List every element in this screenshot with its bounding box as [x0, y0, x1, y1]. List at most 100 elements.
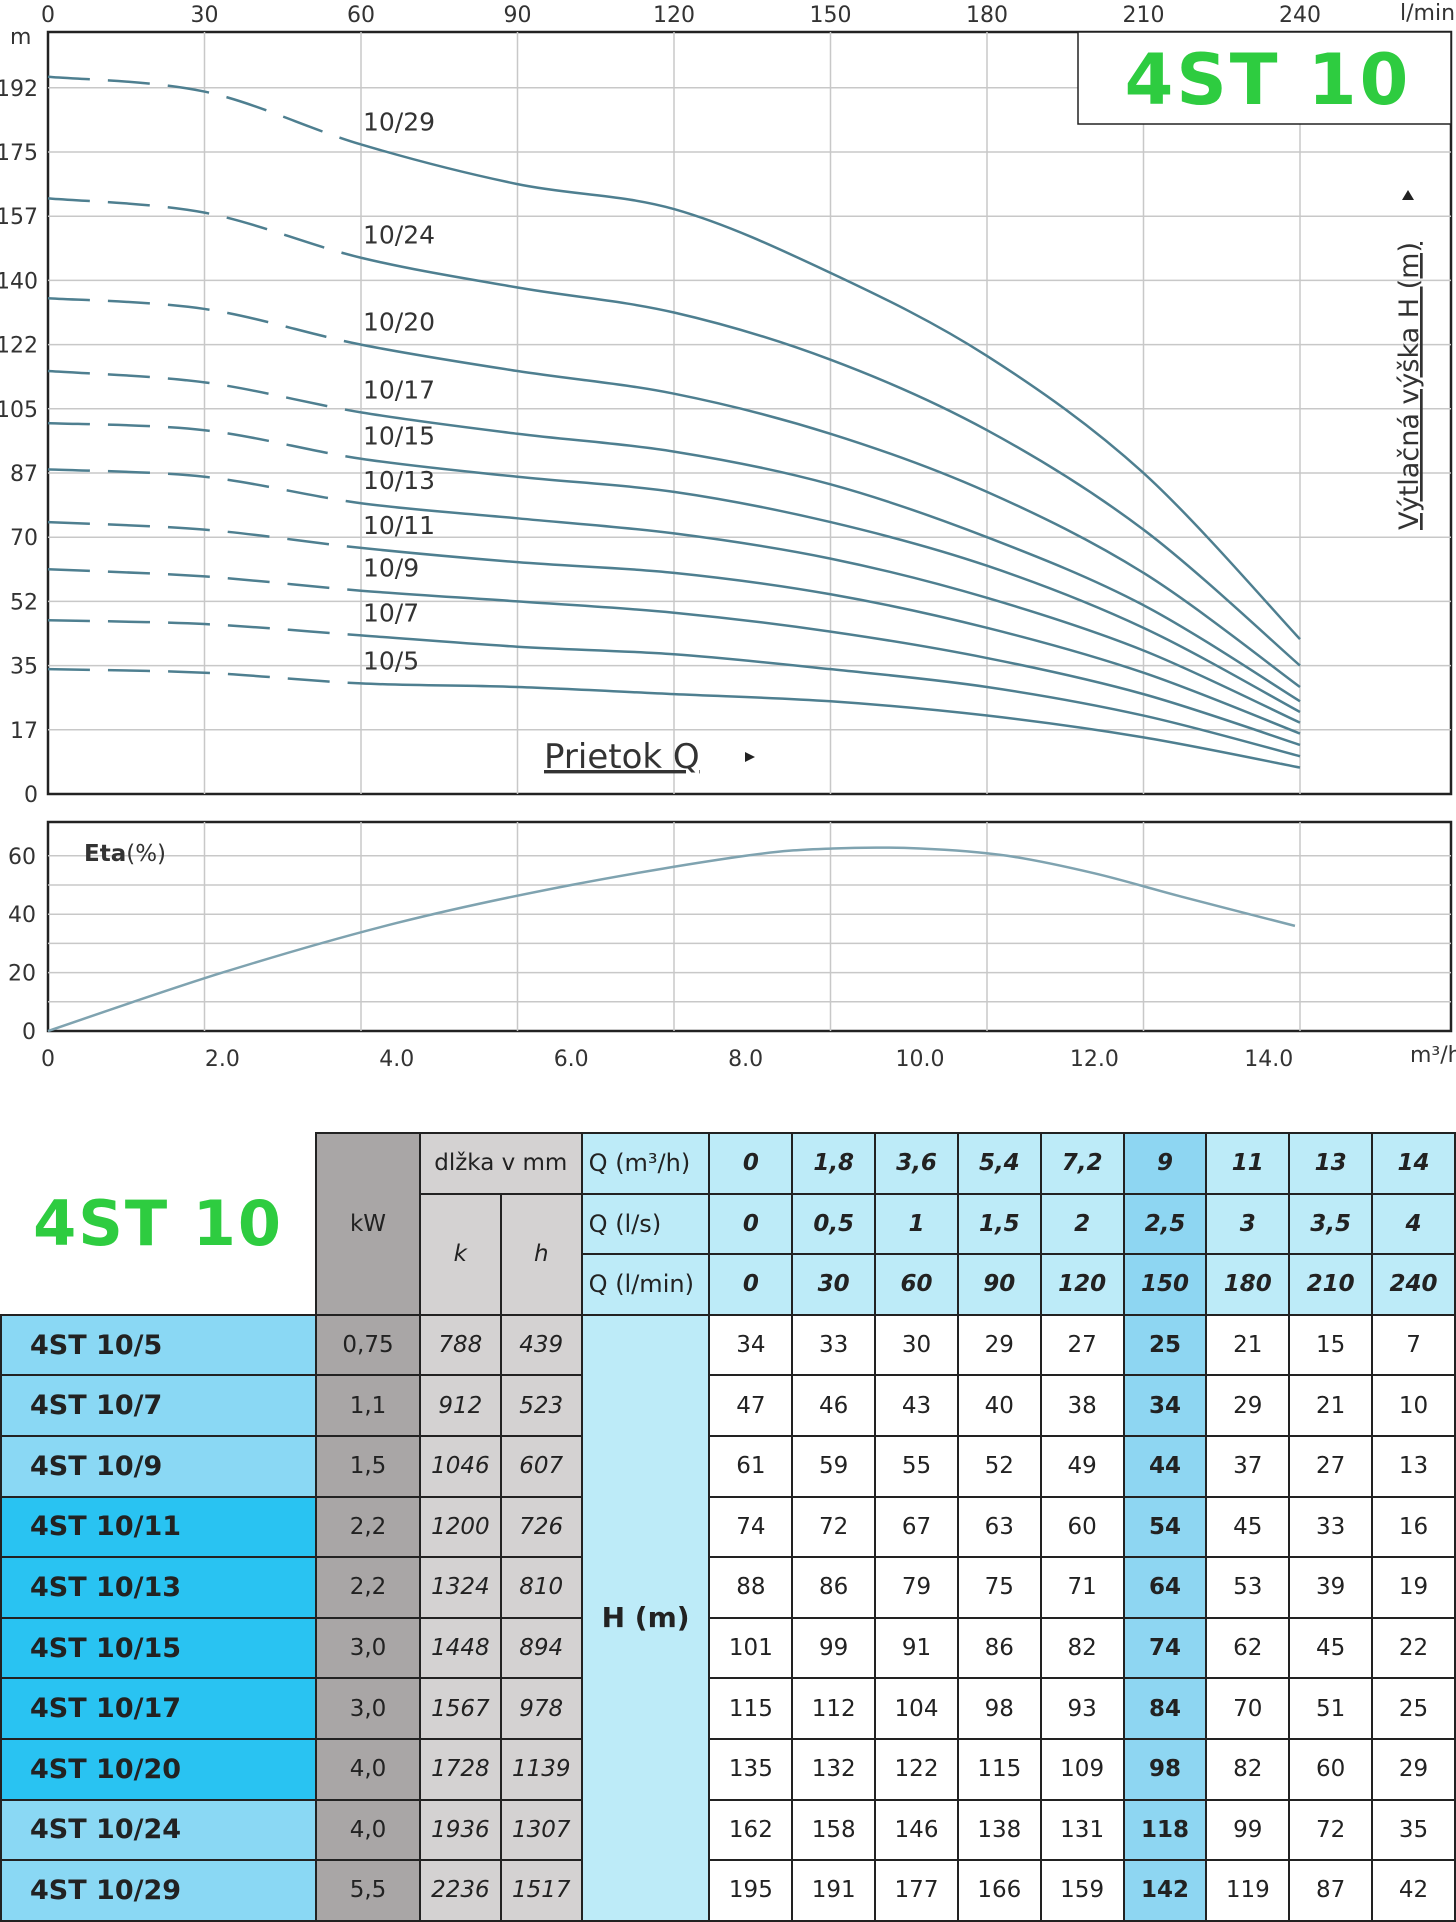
- head-value: 79: [874, 1556, 959, 1619]
- head-value: 166: [956, 1859, 1042, 1922]
- y-tick-label: 0: [24, 783, 38, 808]
- table-row: 4ST 10/5 0,75 788 439 H (m) 34 33 30 29 27 25 21 15 7: [0, 1313, 1456, 1922]
- table-row: 4ST 10/11 2,2 1200 726 74 72 67 63 60 54 45 33 16: [0, 1495, 1456, 1559]
- head-chart-curve-labels: 10/29 10/24 10/20 10/17 10/15 10/13 10/11 10/9 1…: [363, 107, 435, 675]
- head-value: 46: [791, 1374, 877, 1437]
- head-value: 135: [708, 1737, 794, 1801]
- head-value: 82: [1205, 1737, 1291, 1801]
- head-value: 131: [1039, 1798, 1125, 1862]
- q-value: 1,5: [956, 1192, 1042, 1256]
- q-value: 5,4: [956, 1132, 1042, 1195]
- curve-label: 10/9: [363, 554, 419, 583]
- performance-charts: 0 30 60 90 120 150 180 210 240 0 17 35 52 70 87 105 122…: [0, 1, 1456, 1072]
- k-value: 1567: [418, 1677, 502, 1740]
- head-value: 42: [1371, 1859, 1456, 1922]
- head-value: 39: [1288, 1556, 1374, 1619]
- eta-chart-x-ticks: 0 2.0 4.0 6.0 8.0 10.0 12.0 14.0: [41, 1047, 1293, 1072]
- h-value: 1307: [499, 1798, 583, 1862]
- head-value: 27: [1039, 1313, 1125, 1377]
- head-value: 62: [1205, 1616, 1291, 1680]
- curve-dashed-10/7: [47, 619, 362, 637]
- head-value: 37: [1205, 1434, 1291, 1498]
- head-chart-top-ticks: 0 30 60 90 120 150 180 210 240: [41, 3, 1321, 28]
- model-name: 4ST 10/20: [0, 1737, 318, 1801]
- head-value: 13: [1371, 1434, 1456, 1498]
- curve-10/17: [360, 411, 1301, 703]
- head-value: 195: [708, 1859, 794, 1922]
- x-top-tick-label: 0: [41, 3, 55, 28]
- curve-label: 10/20: [363, 308, 435, 337]
- head-value: 159: [1039, 1859, 1125, 1922]
- head-value: 34: [708, 1313, 794, 1377]
- kw-value: 4,0: [315, 1737, 421, 1801]
- kw-value: 2,2: [315, 1556, 421, 1619]
- k-value: 1324: [418, 1556, 502, 1619]
- head-value: 70: [1205, 1677, 1291, 1740]
- q-value: 7,2: [1039, 1132, 1125, 1195]
- kw-value: 0,75: [315, 1313, 421, 1377]
- table-row: 4ST 10/13 2,2 1324 810 88 86 79 75 71 64 53 39 19: [0, 1556, 1456, 1619]
- table-row: 4ST 10/20 4,0 1728 1139 135 132 122 115 109 98 82 6…: [0, 1737, 1456, 1801]
- head-value: 72: [1288, 1798, 1374, 1862]
- head-chart-y-ticks: 0 17 35 52 70 87 105 122 140 157 175 192: [0, 77, 38, 808]
- k-value: 2236: [418, 1859, 502, 1922]
- q-value: 3: [1205, 1192, 1291, 1256]
- table-row: 4ST 10/9 1,5 1046 607 61 59 55 52 49 44 37 27 13: [0, 1434, 1456, 1498]
- eta-x-tick-label: 2.0: [205, 1047, 240, 1072]
- h-value: 894: [499, 1616, 583, 1680]
- q-row-label: Q (l/min): [580, 1253, 711, 1316]
- eta-x-tick-label: 14.0: [1244, 1047, 1293, 1072]
- q-value: 150: [1122, 1253, 1208, 1316]
- eta-ylabel-rest: (%): [126, 841, 166, 867]
- model-name: 4ST 10/5: [0, 1313, 318, 1377]
- head-value: 82: [1039, 1616, 1125, 1680]
- head-value: 101: [708, 1616, 794, 1680]
- head-value: 74: [708, 1495, 794, 1559]
- head-value: 43: [874, 1374, 959, 1437]
- curve-label: 10/17: [363, 375, 435, 404]
- head-value: 112: [791, 1677, 877, 1740]
- head-value: 47: [708, 1374, 794, 1437]
- curve-label: 10/11: [363, 511, 435, 540]
- k-value: 1728: [418, 1737, 502, 1801]
- h-value: 1139: [499, 1737, 583, 1801]
- q-value: 240: [1371, 1253, 1456, 1316]
- model-name: 4ST 10/13: [0, 1556, 318, 1619]
- curve-10/9: [360, 589, 1301, 747]
- curve-10/13: [360, 501, 1301, 724]
- k-header: k: [418, 1192, 502, 1316]
- x-top-tick-label: 210: [1123, 3, 1165, 28]
- eta-y-tick-label: 0: [22, 1020, 36, 1045]
- eta-y-tick-label: 20: [8, 962, 36, 987]
- curve-label: 10/5: [363, 646, 419, 675]
- x-top-tick-label: 240: [1279, 3, 1321, 28]
- arrow-up-icon: [1402, 190, 1414, 200]
- eta-x-tick-label: 6.0: [554, 1047, 589, 1072]
- kw-value: 2,2: [315, 1495, 421, 1559]
- curve-dashed-10/17: [47, 369, 362, 414]
- y-tick-label: 17: [10, 719, 38, 744]
- q-value: 1: [874, 1192, 959, 1256]
- eta-ylabel-bold: Eta: [84, 841, 126, 867]
- head-value: 115: [708, 1677, 794, 1740]
- eta-chart-y-ticks: 0 20 40 60: [8, 845, 36, 1045]
- q-value: 210: [1288, 1253, 1374, 1316]
- head-value: 44: [1122, 1434, 1208, 1498]
- kw-value: 1,5: [315, 1434, 421, 1498]
- head-value: 86: [956, 1616, 1042, 1680]
- head-value: 27: [1288, 1434, 1374, 1498]
- head-ylabel: Výtlačná výška H (m): [1394, 242, 1425, 530]
- head-value: 51: [1288, 1677, 1374, 1740]
- h-value: 607: [499, 1434, 583, 1498]
- curve-dashed-10/24: [47, 197, 362, 259]
- head-value: 84: [1122, 1677, 1208, 1740]
- h-value: 439: [499, 1313, 583, 1377]
- k-value: 912: [418, 1374, 502, 1437]
- head-value: 34: [1122, 1374, 1208, 1437]
- y-tick-label: 35: [10, 655, 38, 680]
- head-value: 49: [1039, 1434, 1125, 1498]
- kw-value: 3,0: [315, 1616, 421, 1680]
- q-value: 4: [1371, 1192, 1456, 1256]
- q-value: 0,5: [791, 1192, 877, 1256]
- head-value: 10: [1371, 1374, 1456, 1437]
